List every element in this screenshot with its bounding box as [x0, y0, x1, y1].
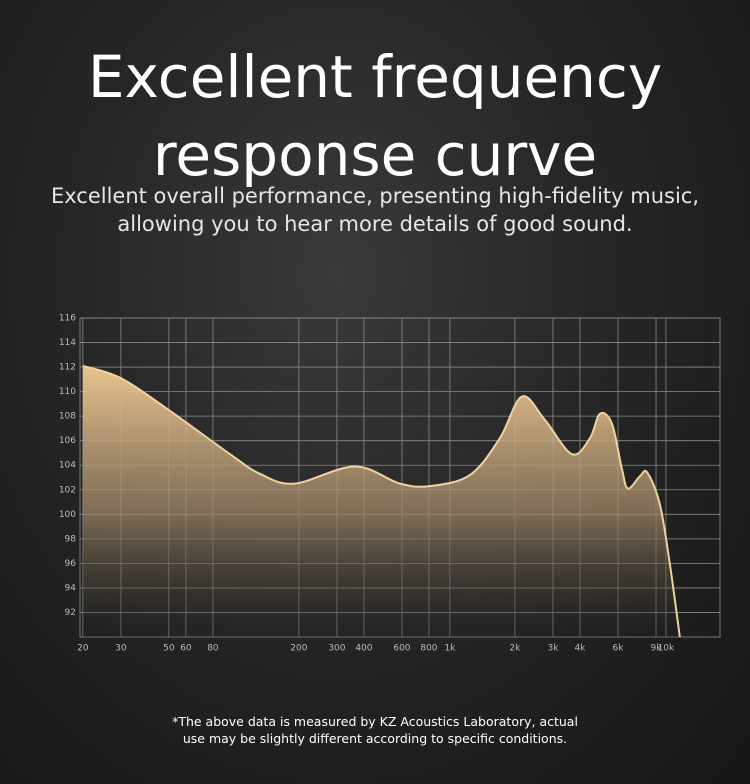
y-tick-label: 112 — [59, 363, 76, 373]
x-tick-label: 4k — [574, 644, 586, 654]
title: Excellent frequency response curve — [87, 43, 663, 189]
x-tick-label: 60 — [180, 644, 192, 654]
x-tick-label: 20 — [77, 644, 89, 654]
y-tick-label: 100 — [59, 510, 76, 520]
curve — [82, 364, 681, 638]
x-tick-label: 6k — [613, 644, 625, 654]
x-tick-label: 9k — [651, 644, 663, 654]
y-tick-label: 94 — [65, 583, 77, 593]
y-tick-label: 96 — [65, 559, 77, 569]
y-tick-label: 106 — [59, 436, 76, 446]
y-tick-label: 92 — [65, 608, 76, 618]
y-tick-label: 108 — [59, 412, 76, 422]
footnote: *The above data is measured by KZ Acoust… — [172, 714, 578, 746]
x-tick-label: 600 — [393, 644, 410, 654]
y-tick-label: 110 — [59, 387, 76, 397]
subtitle: Excellent overall performance, presentin… — [50, 184, 700, 236]
y-tick-label: 98 — [65, 534, 77, 544]
y-tick-label: 102 — [59, 485, 76, 495]
x-tick-label: 800 — [420, 644, 437, 654]
x-tick-label: 200 — [290, 644, 307, 654]
x-tick-label: 3k — [547, 644, 559, 654]
x-tick-label: 50 — [163, 644, 175, 654]
x-tick-label: 2k — [509, 644, 521, 654]
x-tick-label: 30 — [115, 644, 127, 654]
x-tick-label: 80 — [207, 644, 219, 654]
y-tick-label: 114 — [59, 338, 76, 348]
y-tick-label: 104 — [59, 461, 76, 471]
x-tick-label: 400 — [355, 644, 372, 654]
y-tick-label: 116 — [59, 314, 76, 324]
x-tick-label: 10k — [658, 644, 675, 654]
x-tick-label: 300 — [328, 644, 345, 654]
x-tick-label: 1k — [444, 644, 456, 654]
area-fill — [82, 365, 680, 637]
